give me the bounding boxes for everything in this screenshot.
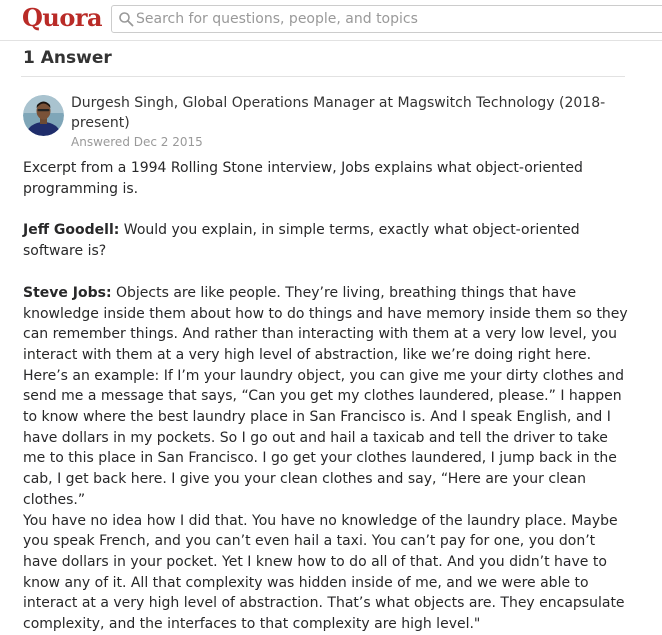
author-avatar[interactable] (23, 95, 64, 136)
question-speaker: Jeff Goodell: (23, 222, 120, 239)
answer-text-1: Objects are like people. They’re living,… (23, 284, 628, 363)
top-header: Quora (0, 0, 662, 41)
search-box[interactable] (111, 5, 662, 33)
search-icon (119, 12, 134, 27)
avatar-photo (23, 95, 64, 136)
quora-logo[interactable]: Quora (22, 3, 103, 32)
search-input[interactable] (136, 6, 656, 32)
answer-paragraph-1: Steve Jobs: Objects are like people. The… (23, 283, 628, 366)
question-text: Would you explain, in simple terms, exac… (23, 222, 580, 260)
answer-paragraph-2: Here’s an example: If I’m your laundry o… (23, 367, 624, 508)
answer-paragraph-3: You have no idea how I did that. You hav… (23, 512, 625, 633)
answer-body: Excerpt from a 1994 Rolling Stone interv… (23, 158, 628, 635)
question-paragraph: Jeff Goodell: Would you explain, in simp… (23, 220, 628, 261)
author-credential[interactable]: Durgesh Singh, Global Operations Manager… (71, 95, 606, 131)
answered-date[interactable]: Answered Dec 2 2015 (71, 135, 203, 149)
answer-count-heading: 1 Answer (23, 48, 112, 68)
answer-speaker: Steve Jobs: (23, 284, 112, 301)
divider (21, 76, 625, 77)
answer-intro: Excerpt from a 1994 Rolling Stone interv… (23, 160, 583, 197)
